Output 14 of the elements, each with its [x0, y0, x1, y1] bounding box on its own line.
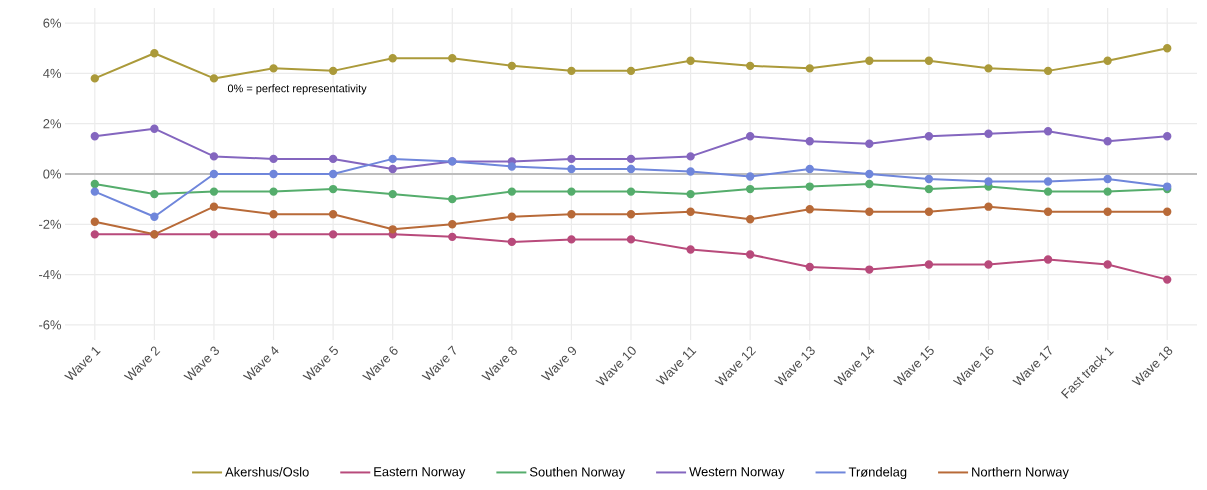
- legend-label: Trøndelag: [848, 467, 907, 480]
- legend-label: Eastern Norway: [374, 467, 466, 479]
- y-tick-label: 0%: [43, 169, 62, 179]
- y-tick-label: -4%: [39, 270, 62, 280]
- y-tick-label: -2%: [39, 219, 62, 229]
- y-tick-label: 6%: [43, 18, 62, 28]
- y-tick-label: 4%: [43, 68, 62, 78]
- legend-label: Southen Norway: [529, 467, 626, 480]
- legend-label: Northern Norway: [972, 467, 1069, 480]
- legend-label: Akershus/Oslo: [225, 467, 309, 477]
- annotation: 0% = perfect representativity: [227, 84, 367, 95]
- y-tick-label: 2%: [43, 119, 62, 129]
- y-tick-label: -6%: [39, 320, 62, 330]
- legend-label: Western Norway: [689, 467, 785, 479]
